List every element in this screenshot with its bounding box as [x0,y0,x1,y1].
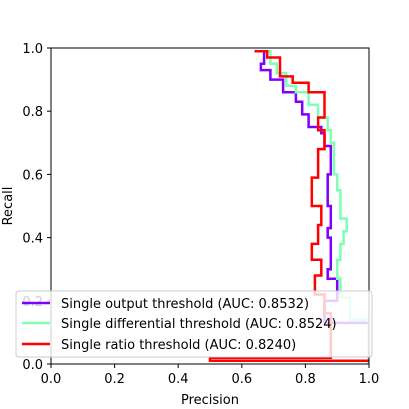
legend: Single output threshold (AUC: 0.8532) Si… [15,290,373,358]
legend-frame [15,290,373,358]
series-line-1 [260,49,369,364]
x-tick-label-3: 0.6 [231,372,252,387]
y-tick-label-5: 1.0 [22,42,43,57]
x-tick-label-5: 1.0 [359,372,380,387]
legend-label-differential: Single differential threshold (AUC: 0.85… [61,317,337,332]
legend-label-output: Single output threshold (AUC: 0.8532) [61,297,309,312]
legend-label-ratio: Single ratio threshold (AUC: 0.8240) [61,338,296,353]
y-tick-label-4: 0.8 [22,105,43,120]
x-tick-label-2: 0.4 [168,372,189,387]
x-tick-label-4: 0.8 [295,372,316,387]
x-tick-label-0: 0.0 [41,372,62,387]
x-axis-label: Precision [181,393,239,408]
plot-frame [50,47,370,365]
x-tick-label-1: 0.2 [104,372,125,387]
y-tick-label-2: 0.4 [22,232,43,247]
y-tick-label-3: 0.6 [22,168,43,183]
y-axis-label: Recall [1,187,16,226]
y-tick-label-0: 0.0 [22,358,43,373]
